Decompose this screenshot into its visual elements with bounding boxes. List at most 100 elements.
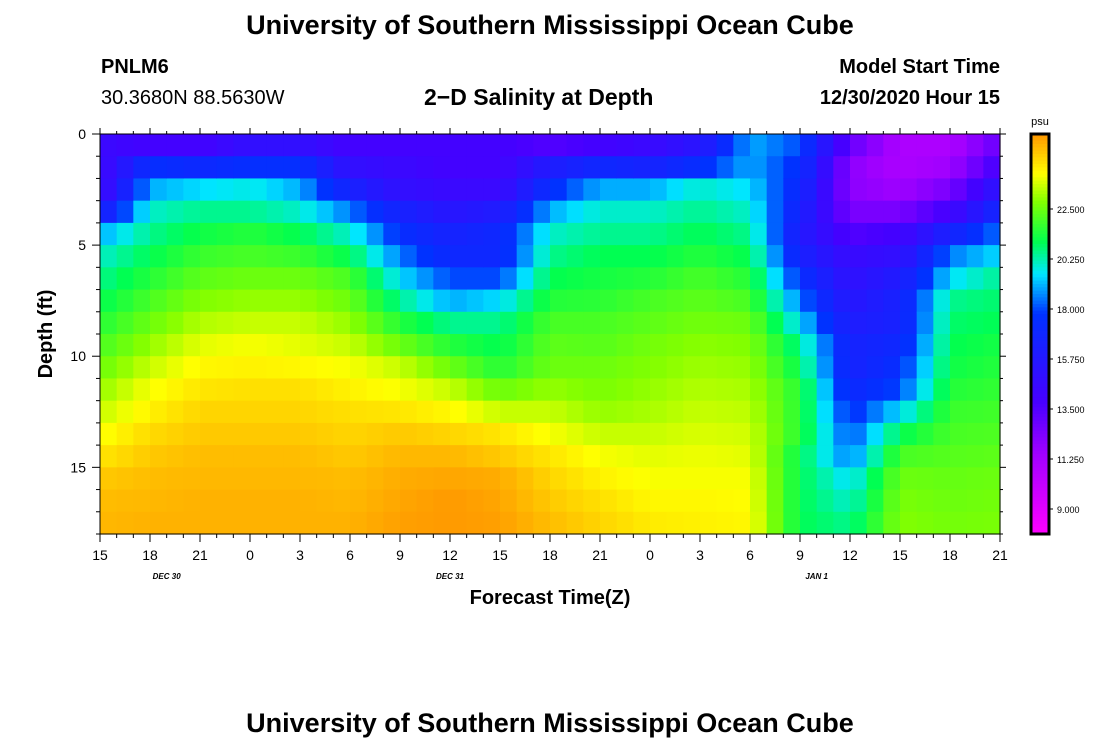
heatmap-cell (866, 289, 884, 313)
heatmap-cell (533, 289, 551, 313)
heatmap-cell (466, 156, 484, 180)
heatmap-cell (400, 245, 418, 268)
x-tick-label: 21 (192, 547, 208, 563)
heatmap-cell (700, 289, 718, 313)
heatmap-cell (600, 200, 618, 224)
heatmap-cell (200, 311, 218, 335)
heatmap-cell (166, 222, 184, 246)
heatmap-cell (966, 178, 984, 202)
heatmap-cell (700, 422, 718, 446)
colorbar-segment (1031, 420, 1049, 425)
heatmap-cell (916, 445, 934, 468)
heatmap-cell (850, 489, 868, 513)
heatmap-cell (750, 356, 768, 380)
heatmap-cell (566, 289, 584, 313)
colorbar-segment (1031, 490, 1049, 495)
heatmap-cell (766, 245, 784, 268)
heatmap-cell (116, 156, 134, 180)
heatmap-cell (566, 511, 584, 535)
heatmap-cell (233, 378, 251, 402)
heatmap-cell (533, 489, 551, 513)
heatmap-cell (100, 445, 118, 468)
heatmap-cell (850, 445, 868, 468)
heatmap-cell (366, 334, 384, 357)
heatmap-cell (500, 200, 518, 224)
heatmap-cell (966, 311, 984, 335)
heatmap-cell (150, 400, 168, 424)
heatmap-cell (816, 311, 834, 335)
heatmap-cell (100, 289, 118, 313)
heatmap-cell (183, 334, 201, 357)
heatmap-cell (533, 334, 551, 357)
heatmap-cell (900, 178, 918, 202)
heatmap-cell (900, 400, 918, 424)
heatmap-cell (300, 311, 318, 335)
heatmap-cell (450, 422, 468, 446)
heatmap-cell (900, 134, 918, 157)
heatmap-cell (266, 289, 284, 313)
heatmap-cell (566, 178, 584, 202)
colorbar-segment (1031, 347, 1049, 352)
heatmap-cell (100, 245, 118, 268)
heatmap-cell (833, 222, 851, 246)
heatmap-cell (566, 267, 584, 291)
heatmap-cell (250, 467, 268, 491)
heatmap-cell (283, 356, 301, 380)
heatmap-cell (383, 511, 401, 535)
heatmap-cell (316, 356, 334, 380)
heatmap-cell (333, 445, 351, 468)
heatmap-cell (833, 178, 851, 202)
heatmap-cell (750, 334, 768, 357)
heatmap-cell (866, 356, 884, 380)
heatmap-cell (783, 400, 801, 424)
heatmap-cell (883, 445, 901, 468)
heatmap-cell (816, 467, 834, 491)
colorbar-segment (1031, 257, 1049, 262)
heatmap-cell (416, 289, 434, 313)
heatmap-cell (883, 356, 901, 380)
heatmap-cell (916, 289, 934, 313)
colorbar-segment (1031, 294, 1049, 298)
colorbar-segment (1031, 367, 1049, 372)
heatmap-cell (816, 422, 834, 446)
heatmap-cell (900, 289, 918, 313)
heatmap-cell (216, 445, 234, 468)
heatmap-cell (650, 356, 668, 380)
heatmap-cell (850, 378, 868, 402)
heatmap-cell (466, 400, 484, 424)
heatmap-cell (766, 200, 784, 224)
heatmap-cell (866, 489, 884, 513)
heatmap-cell (650, 467, 668, 491)
heatmap-cell (400, 422, 418, 446)
heatmap-cell (516, 245, 534, 268)
colorbar-segment (1031, 344, 1049, 348)
x-tick-label: 3 (696, 547, 704, 563)
x-tick-label: 18 (942, 547, 958, 563)
heatmap-cell (216, 511, 234, 535)
heatmap-cell (633, 511, 651, 535)
heatmap-cell (333, 489, 351, 513)
heatmap-cell (833, 289, 851, 313)
heatmap-cell (266, 311, 284, 335)
heatmap-cell (250, 134, 268, 157)
heatmap-cell (466, 178, 484, 202)
heatmap-cell (733, 378, 751, 402)
heatmap-cell (183, 289, 201, 313)
heatmap-cell (500, 311, 518, 335)
heatmap-cell (666, 200, 684, 224)
heatmap-cell (383, 400, 401, 424)
heatmap-cell (316, 489, 334, 513)
heatmap-cell (150, 245, 168, 268)
colorbar-segment (1031, 480, 1049, 485)
heatmap-cell (316, 267, 334, 291)
heatmap-cell (133, 178, 151, 202)
colorbar-tick-label: 18.000 (1057, 305, 1085, 315)
heatmap-cell (900, 334, 918, 357)
heatmap-cell (350, 222, 368, 246)
heatmap-cell (333, 467, 351, 491)
heatmap-cell (100, 311, 118, 335)
heatmap-cell (150, 356, 168, 380)
colorbar-segment (1031, 497, 1049, 502)
heatmap-cell (283, 334, 301, 357)
heatmap-cell (433, 489, 451, 513)
